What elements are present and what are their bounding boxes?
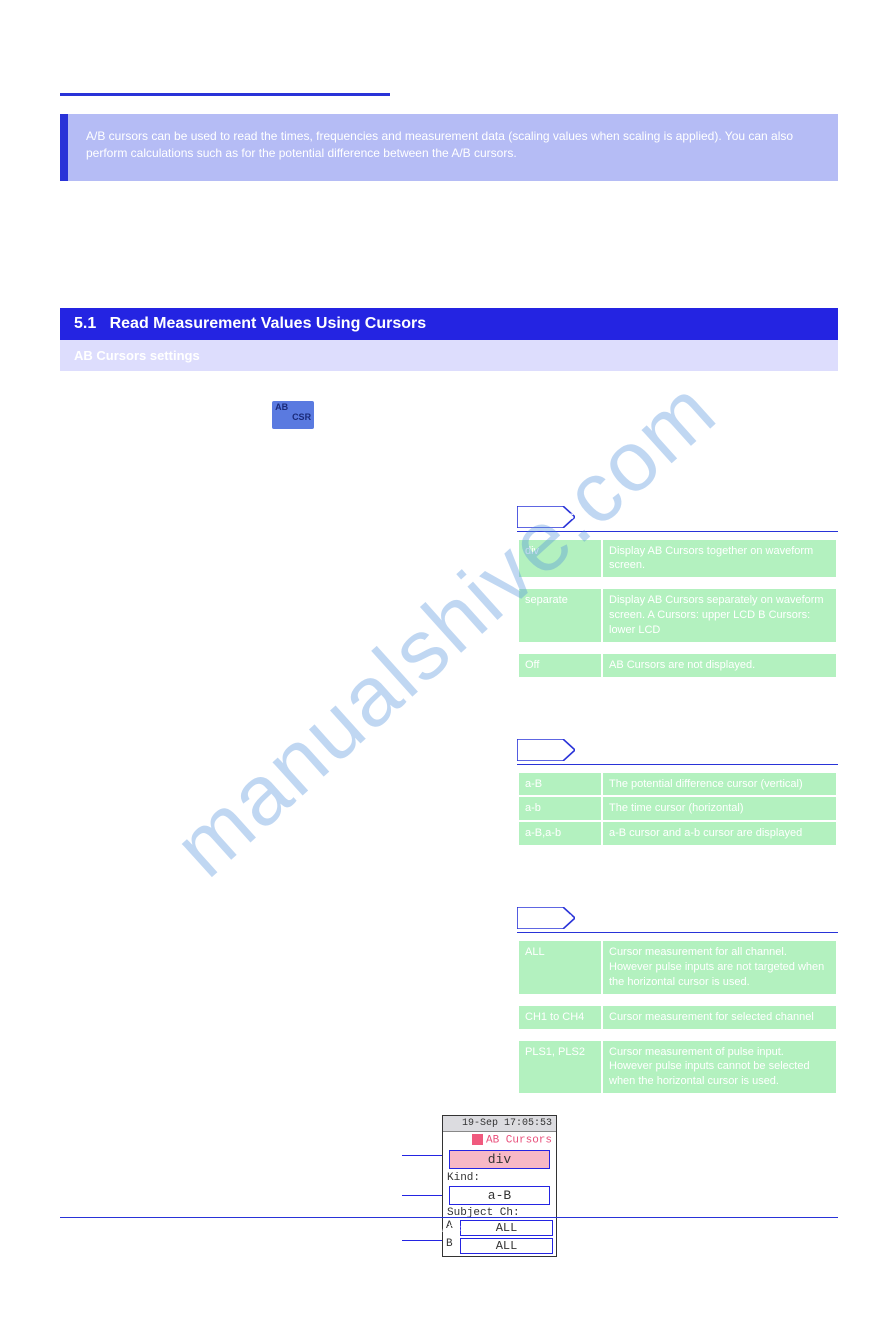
step-4-options: Subject Ch ALLCursor measurement for all…: [517, 907, 838, 1095]
step-2-options: AB Cursors divDisplay AB Cursors togethe…: [517, 506, 838, 679]
step-3-table: a-BThe potential difference cursor (vert…: [517, 771, 838, 848]
step-1: 1. On the waveform screen, press AB CSR …: [60, 393, 838, 446]
step-1-text: On the waveform screen, press AB CSR (AB…: [102, 393, 838, 446]
chapter-number: 5: [60, 50, 78, 87]
page-footer: 5 Cursors LR8431-20 89: [60, 1217, 838, 1235]
footer-page: 89: [827, 1224, 838, 1235]
step-3-options: Kind a-BThe potential difference cursor …: [517, 739, 838, 848]
subsection-bar: 5.1 Read Measurement Values Using Cursor…: [60, 308, 838, 340]
footer-product: LR8431-20: [442, 1224, 491, 1235]
step-4-table: ALLCursor measurement for all channel. H…: [517, 939, 838, 1095]
step-3-num: 3.: [60, 701, 90, 733]
step-4-label: Subject Ch: [517, 907, 575, 929]
step-4-text: Select the target channel in the [Subjec…: [102, 869, 838, 894]
step-4: 4. Select the target channel in the [Sub…: [60, 869, 838, 1095]
step-2: 2. Set the [AB Cursors] displaying way. …: [60, 468, 838, 679]
device-screenshot: 19-Sep 17:05:53 AB Cursors div Kind: a-B…: [102, 1115, 838, 1300]
step-2-text: Set the [AB Cursors] displaying way.: [102, 468, 838, 493]
step-1-num: 1.: [60, 393, 90, 425]
step-2-num: 2.: [60, 468, 90, 500]
abcsr-icon: AB CSR: [272, 401, 314, 429]
chapter-label: Cursors: [98, 63, 161, 84]
menu-kind-label: Kind:: [443, 1171, 556, 1185]
step-4-num: 4.: [60, 869, 90, 901]
menu-kind-val[interactable]: a-B: [449, 1186, 550, 1205]
menu-row-b: B ALL: [443, 1238, 556, 1256]
leader-1: Displaying way of AB cursors (→ Step 2.): [92, 1145, 392, 1157]
intro-p1: A/B cursors can be used to read the time…: [86, 128, 820, 163]
chapter-heading: 5 Cursors: [60, 50, 390, 96]
step-3: 3. Select the cursor type in [Kind]. Kin…: [60, 701, 838, 848]
menu-panel: 19-Sep 17:05:53 AB Cursors div Kind: a-B…: [442, 1115, 557, 1257]
step-3-label: Kind: [517, 739, 575, 761]
intro-banner: A/B cursors can be used to read the time…: [60, 114, 838, 181]
page-root: 5.1 Read Measurement Values Using Cursor…: [0, 0, 893, 1340]
leader-2: Cursor type (→ Step 3.): [92, 1188, 392, 1200]
menu-timestamp: 19-Sep 17:05:53: [443, 1116, 556, 1132]
menu-row-b-val[interactable]: ALL: [460, 1238, 553, 1254]
step-2-table: divDisplay AB Cursors together on wavefo…: [517, 538, 838, 679]
menu-sel-div[interactable]: div: [449, 1150, 550, 1169]
subsection-title: Read Measurement Values Using Cursors: [110, 315, 427, 332]
subsection-num: 5.1: [74, 315, 96, 332]
header-section: 5.1 Read Measurement Values Using Cursor…: [635, 30, 838, 41]
step-3-text: Select the cursor type in [Kind].: [102, 701, 838, 726]
menu-title: AB Cursors: [443, 1132, 556, 1148]
step-2-label: AB Cursors: [517, 506, 575, 528]
body-p2: When caution marks are exist between A-B…: [60, 254, 838, 290]
subsub-bar: AB Cursors settings: [60, 340, 838, 371]
footer-title: 5 Cursors: [60, 1224, 107, 1235]
body-p1: "Caution Marks"(→ p.95) will be applied …: [60, 206, 838, 242]
